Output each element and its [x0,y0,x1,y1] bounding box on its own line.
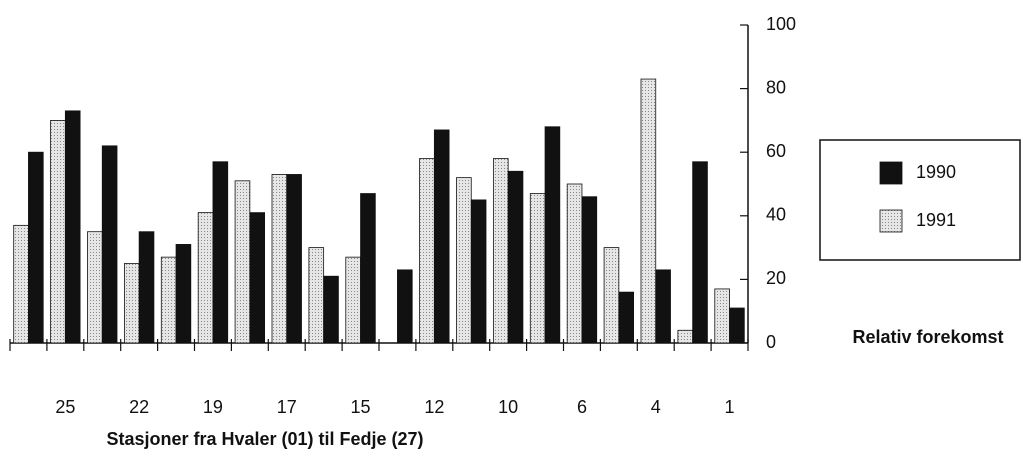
bar [87,231,103,344]
bar [566,183,583,344]
legend-label: 1991 [916,210,956,230]
bar [212,161,229,344]
bar [729,307,745,344]
y-tick-label: 80 [766,77,786,97]
bar [28,151,44,344]
bar [470,199,487,344]
x-tick-label: 15 [351,397,371,417]
bar [492,158,509,344]
y-tick-label: 40 [766,205,786,225]
legend-box [819,139,1021,261]
bar [419,158,435,344]
bar [101,145,118,344]
x-tick-label: 12 [424,397,444,417]
x-tick-label: 19 [203,397,223,417]
x-tick-label: 6 [577,397,587,417]
bar [529,193,546,344]
bar [249,212,266,344]
bar [160,256,177,344]
bar [692,161,708,344]
legend-swatch [879,209,903,233]
bar [197,212,214,344]
bar [456,177,472,344]
bar [360,193,376,344]
bar [433,129,450,344]
bar [308,247,325,344]
bar [618,291,635,344]
bar [507,170,524,344]
bar [714,288,730,344]
x-tick-label: 1 [725,397,735,417]
bar [345,256,361,344]
legend-swatch [879,161,903,185]
bar [13,224,29,344]
x-tick-label: 17 [277,397,297,417]
y-axis-label: Relativ forekomst [852,327,1003,347]
y-tick-label: 0 [766,332,776,352]
x-axis-label: Stasjoner fra Hvaler (01) til Fedje (27) [106,429,423,449]
bar [603,247,620,344]
legend-label: 1990 [916,162,956,182]
x-tick-label: 10 [498,397,518,417]
bar [234,180,251,344]
bar [175,244,192,344]
x-tick-label: 4 [651,397,661,417]
bar [677,329,694,344]
bar [50,120,66,344]
bar [544,126,561,344]
y-tick-label: 20 [766,268,786,288]
x-tick-label: 22 [129,397,149,417]
y-tick-label: 100 [766,14,796,34]
y-tick-label: 60 [766,141,786,161]
bar [123,263,140,344]
bar [655,269,671,344]
x-tick-label: 25 [55,397,75,417]
bar [397,269,413,344]
bar [286,174,302,344]
bar [581,196,598,344]
bar [323,275,339,344]
bar [640,78,657,344]
bar [138,231,155,344]
bar [271,174,288,344]
bar [64,110,81,344]
